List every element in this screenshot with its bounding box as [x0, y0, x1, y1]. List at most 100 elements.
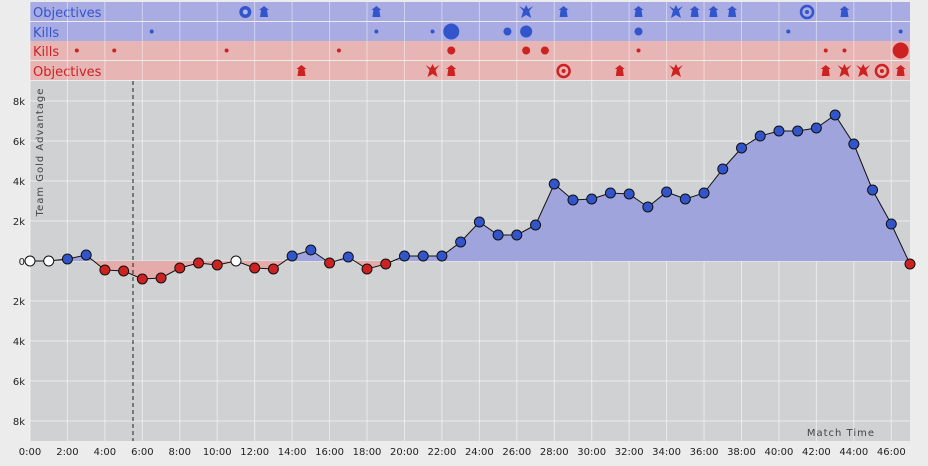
data-point	[698, 187, 710, 199]
x-tick-label: 8:00	[169, 447, 191, 458]
kill-marker	[443, 23, 460, 40]
x-tick-label: 14:00	[278, 447, 307, 458]
tower-shape	[727, 6, 738, 17]
event-bands: Objectives Kills Kills Objectives	[29, 2, 910, 80]
data-point	[136, 273, 148, 285]
data-point	[848, 138, 860, 150]
event-band-label: Kills	[33, 45, 59, 60]
tower-shape	[820, 65, 831, 76]
herald-core	[805, 10, 810, 14]
tower-shape	[689, 6, 700, 17]
x-tick-label: 34:00	[652, 447, 681, 458]
x-tick-label: 46:00	[877, 447, 906, 458]
data-point	[679, 193, 691, 205]
x-tick-label: 2:00	[56, 447, 78, 458]
data-point	[267, 263, 279, 275]
kill-marker	[447, 46, 456, 55]
x-tick-label: 38:00	[727, 447, 756, 458]
y-tick-label: 4k	[13, 177, 25, 188]
data-point	[342, 251, 354, 263]
kill-marker	[634, 27, 643, 36]
herald-icon	[556, 63, 571, 79]
data-point	[717, 163, 729, 175]
data-point	[810, 122, 822, 134]
data-point	[530, 219, 542, 231]
x-tick-label: 12:00	[240, 447, 269, 458]
event-band-0	[30, 2, 910, 21]
dragon-shape	[519, 5, 534, 18]
y-tick-label: 6k	[13, 137, 25, 148]
data-point	[80, 249, 92, 261]
x-tick-label: 20:00	[390, 447, 419, 458]
x-tick-label: 22:00	[428, 447, 457, 458]
kill-marker	[374, 29, 379, 34]
kill-marker	[430, 29, 435, 34]
data-point	[286, 250, 298, 262]
data-point	[380, 258, 392, 270]
data-point	[492, 229, 504, 241]
data-point	[754, 130, 766, 142]
kill-marker	[823, 48, 828, 53]
dragon-icon	[519, 5, 534, 18]
kill-marker	[892, 42, 909, 59]
data-point	[548, 178, 560, 190]
data-point	[155, 272, 167, 284]
tower-shape	[296, 65, 307, 76]
dragon-shape	[425, 64, 440, 77]
baron-eye	[242, 9, 248, 15]
tower-icon	[558, 6, 569, 17]
data-point	[642, 201, 654, 213]
data-point	[324, 257, 336, 269]
data-point	[511, 229, 523, 241]
x-tick-label: 24:00	[465, 447, 494, 458]
data-point	[174, 262, 186, 274]
data-point	[885, 218, 897, 230]
x-tick-label: 26:00	[502, 447, 531, 458]
tower-shape	[446, 65, 457, 76]
tower-icon	[296, 65, 307, 76]
x-tick-label: 44:00	[839, 447, 868, 458]
tower-icon	[839, 6, 850, 17]
y-tick-label: 6k	[13, 377, 25, 388]
x-tick-label: 30:00	[577, 447, 606, 458]
data-point	[24, 255, 36, 267]
dragon-shape	[668, 64, 683, 77]
blue-advantage-area	[30, 115, 910, 261]
kill-marker	[224, 48, 229, 53]
data-point	[305, 244, 317, 256]
event-band-1	[30, 22, 910, 41]
y-axis-title: Team Gold Advantage	[35, 88, 46, 218]
tower-shape	[895, 65, 906, 76]
dragon-icon	[668, 64, 683, 77]
x-tick-label: 28:00	[540, 447, 569, 458]
data-point	[473, 216, 485, 228]
kill-marker	[520, 25, 533, 38]
baron-icon	[239, 6, 252, 18]
dragon-shape	[837, 64, 852, 77]
y-tick-label: 2k	[13, 297, 25, 308]
herald-icon	[799, 4, 815, 20]
event-band-label: Kills	[33, 26, 59, 41]
herald-ring	[874, 63, 890, 79]
tower-icon	[371, 6, 382, 17]
x-tick-label: 16:00	[315, 447, 344, 458]
data-point	[43, 255, 55, 267]
data-point	[436, 250, 448, 262]
tower-shape	[633, 6, 644, 17]
y-tick-label: 8k	[13, 417, 25, 428]
dragon-icon	[837, 64, 852, 77]
tower-icon	[633, 6, 644, 17]
tower-shape	[614, 65, 625, 76]
data-point	[417, 250, 429, 262]
axes: 8k 6k 4k 2k 0 2k 4k 6k 8k 0:00 2:00 4:00 6:00 8:00 10:…	[13, 88, 906, 458]
data-point	[586, 193, 598, 205]
kill-marker	[522, 46, 531, 55]
herald-core	[879, 69, 884, 73]
tower-icon	[820, 65, 831, 76]
data-point	[61, 253, 73, 265]
data-point	[623, 188, 635, 200]
data-point	[118, 265, 130, 277]
dragon-shape	[856, 64, 871, 77]
kill-marker	[112, 48, 117, 53]
